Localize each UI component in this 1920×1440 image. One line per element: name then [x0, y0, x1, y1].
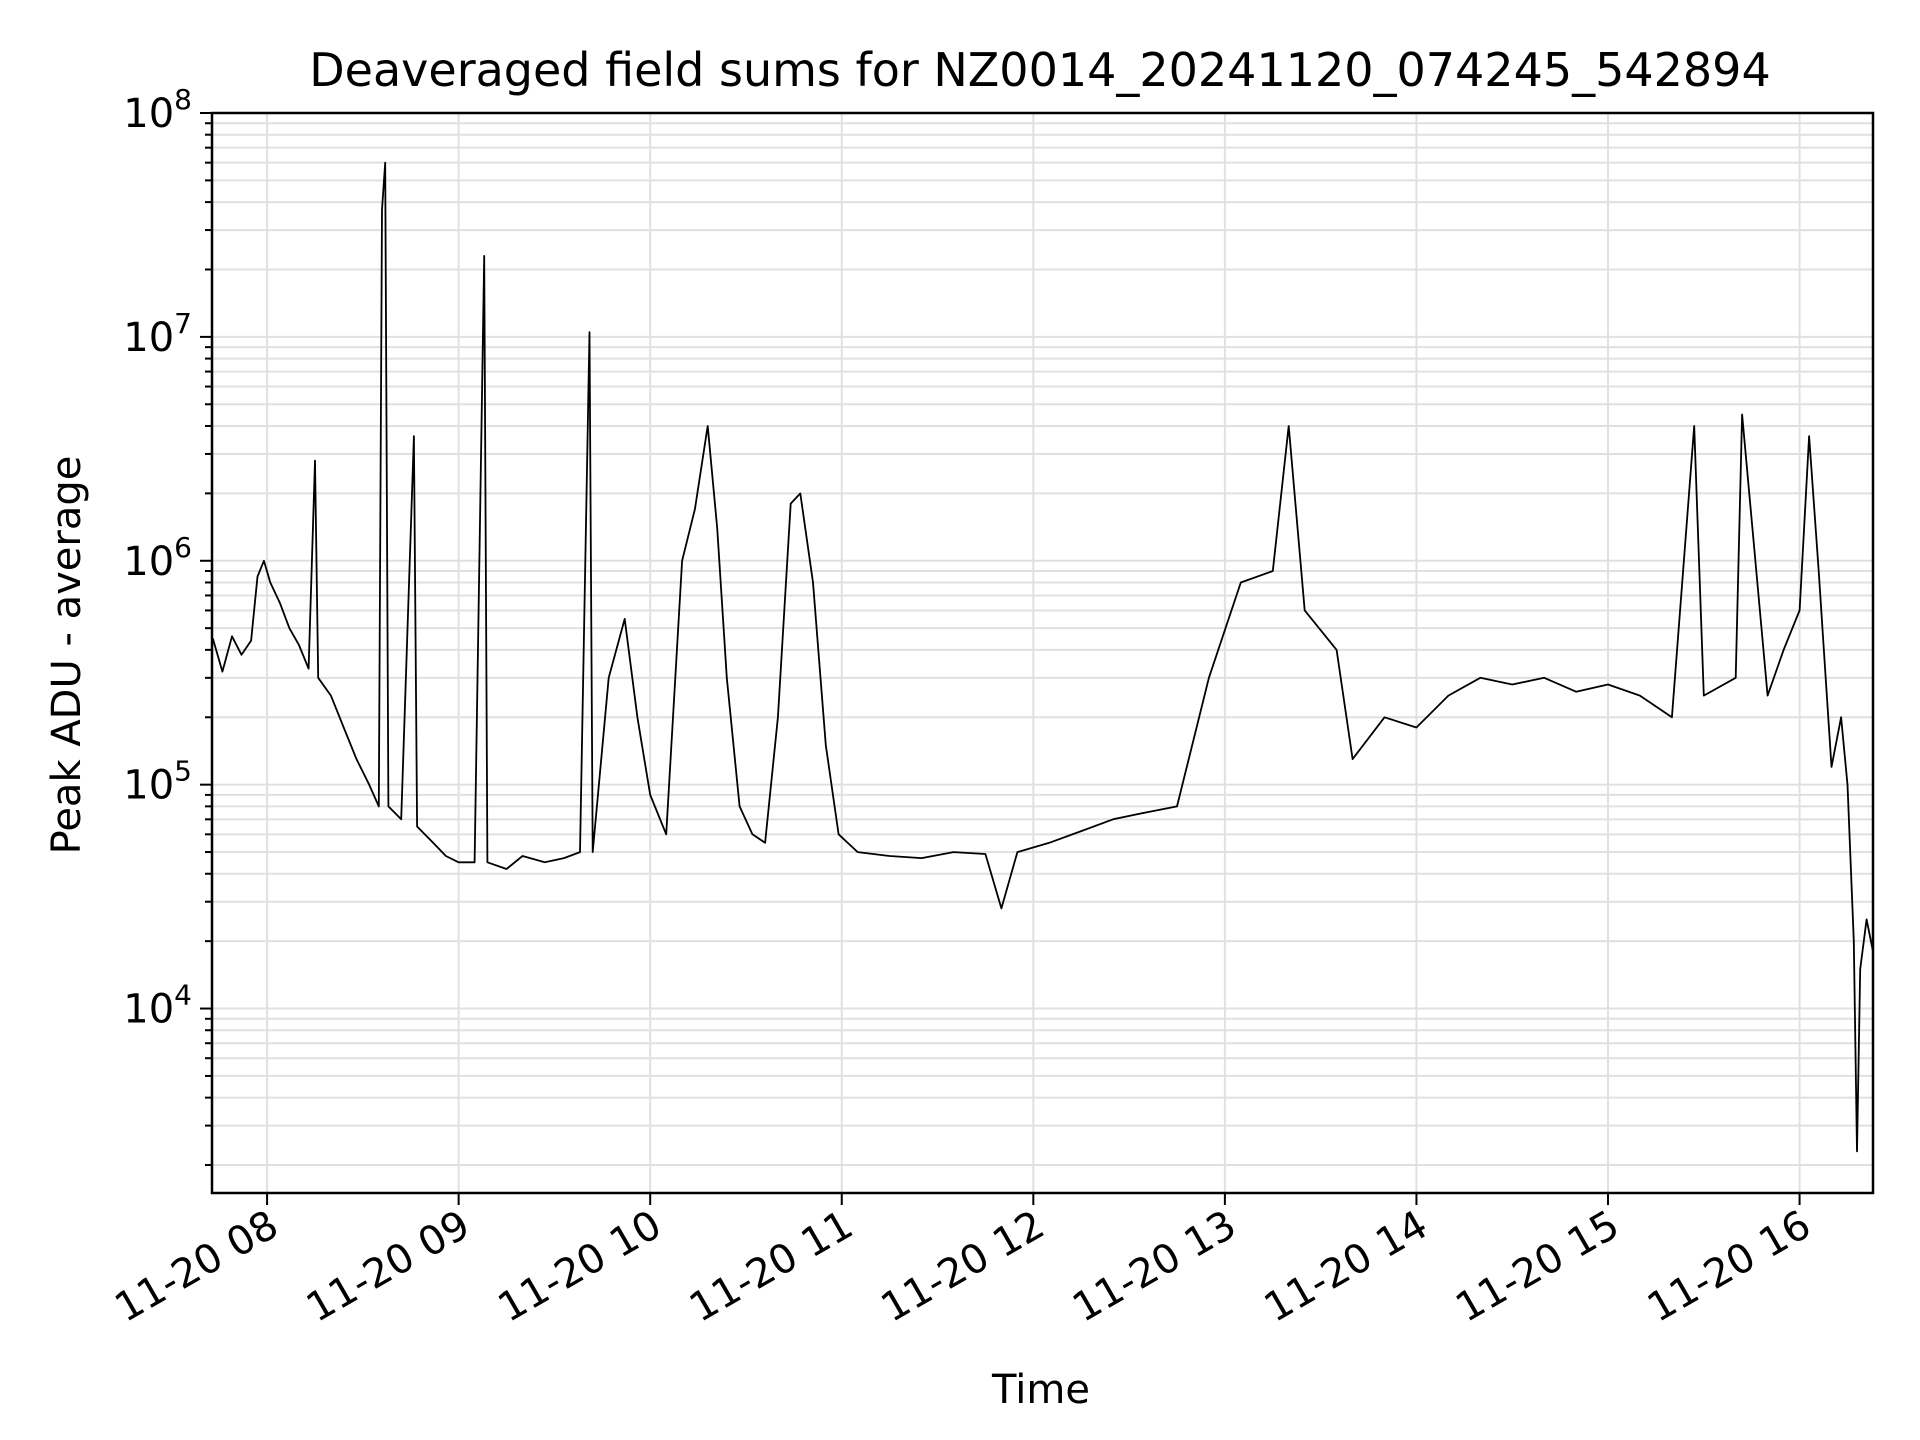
y-axis-label: Peak ADU - average — [44, 456, 90, 855]
y-tick-label: 104 — [123, 979, 192, 1033]
y-tick-label: 105 — [123, 755, 192, 809]
x-axis-label: Time — [991, 1367, 1090, 1413]
plot-frame — [210, 111, 1875, 1195]
y-tick-label: 106 — [123, 531, 192, 585]
grid — [212, 113, 1873, 1193]
series-line — [211, 161, 1874, 1153]
y-tick-label: 107 — [123, 307, 192, 361]
chart-title: Deaveraged field sums for NZ0014_2024112… — [309, 43, 1770, 97]
data-series — [211, 161, 1874, 1153]
y-tick-label: 108 — [123, 83, 192, 137]
